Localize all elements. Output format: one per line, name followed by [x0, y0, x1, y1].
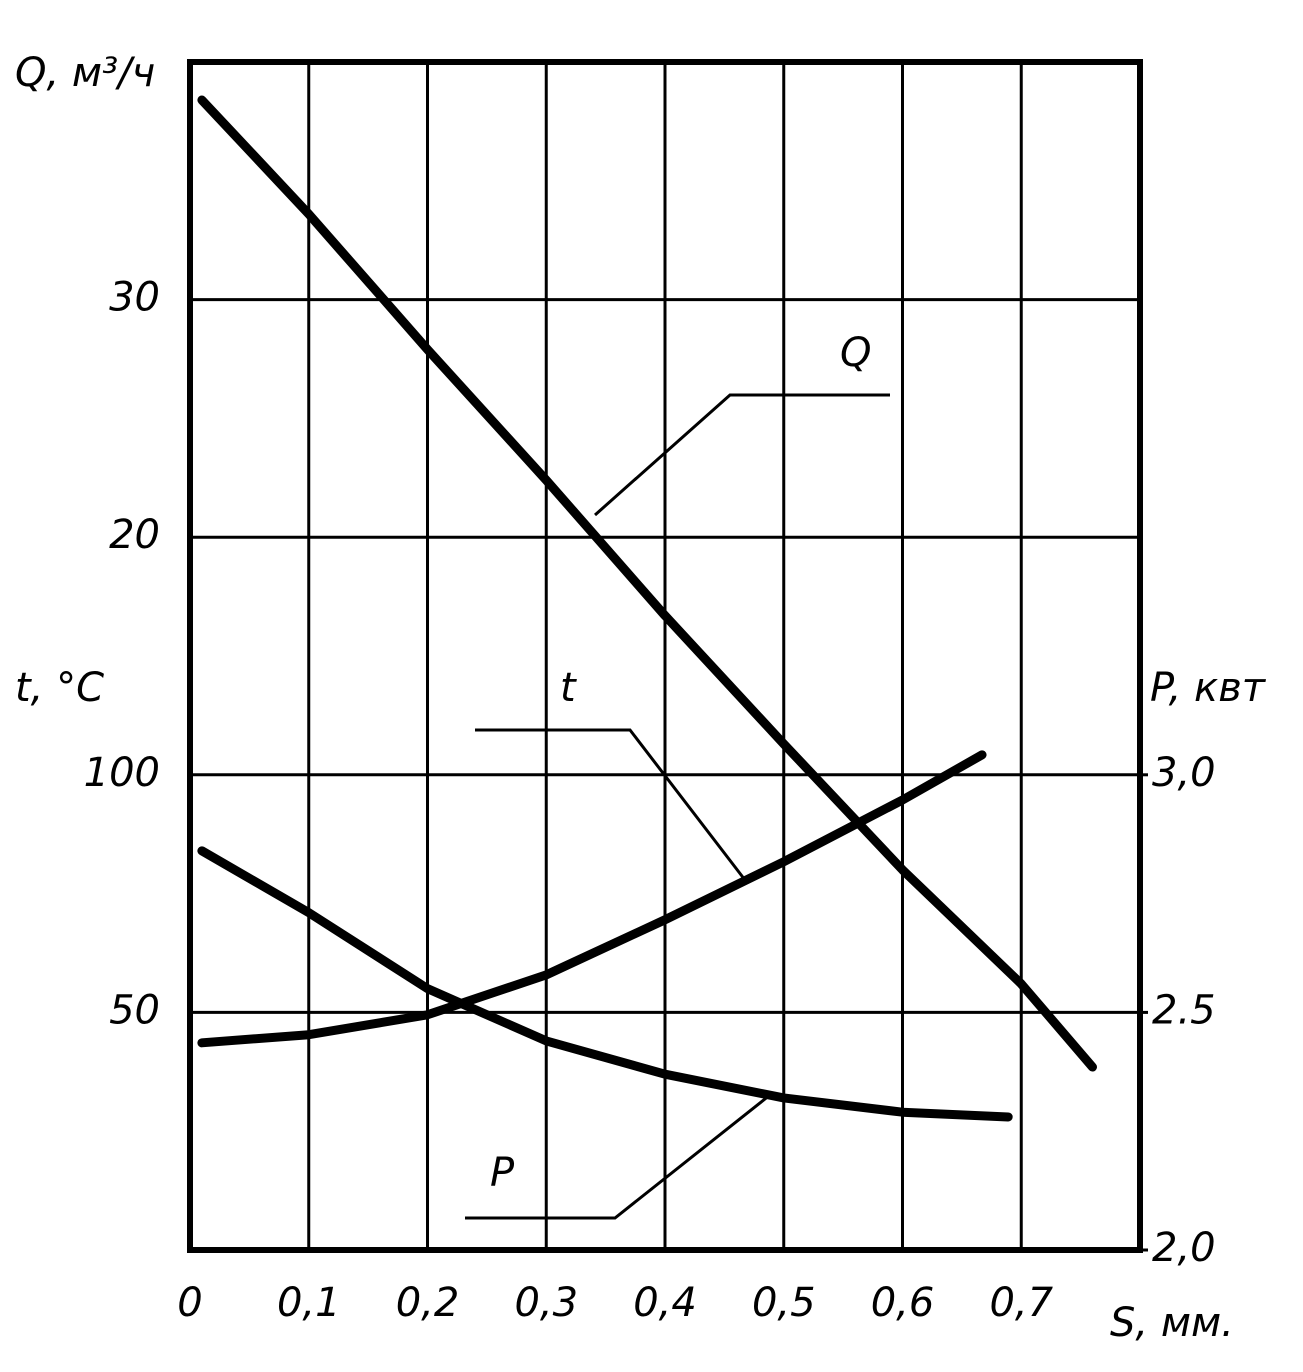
- x-tick-label: 0,6: [871, 1280, 935, 1326]
- y-axis-label: Q, м³/ч: [15, 50, 155, 96]
- y3-tick-label: 2,0: [1152, 1225, 1216, 1271]
- x-tick-label: 0,5: [752, 1280, 816, 1326]
- y2-axis-label: t, °C: [15, 665, 104, 711]
- y3-axis-label: P, квт: [1150, 665, 1267, 711]
- series-line: [197, 846, 1013, 1122]
- curve-label: P: [490, 1150, 515, 1196]
- series-line: [197, 95, 1097, 1072]
- x-tick-label: 0: [177, 1280, 202, 1326]
- y2-tick-label: 100: [84, 750, 160, 796]
- y3-tick-label: 2.5: [1152, 987, 1216, 1033]
- x-axis-label: S, мм.: [1110, 1300, 1234, 1346]
- y-tick-label: 30: [109, 275, 160, 321]
- leader-line: [465, 1093, 771, 1220]
- y2-tick-label: 50: [109, 987, 160, 1033]
- series-line: [197, 750, 987, 1048]
- leader-line: [594, 393, 890, 517]
- x-tick-label: 0,1: [277, 1280, 341, 1326]
- curve-label: Q: [840, 330, 871, 376]
- leader-line: [475, 728, 747, 881]
- y-tick-label: 20: [109, 512, 160, 558]
- x-tick-label: 0,2: [396, 1280, 460, 1326]
- x-tick-label: 0,4: [633, 1280, 697, 1326]
- x-tick-label: 0,7: [989, 1280, 1053, 1326]
- curve-label: t: [560, 665, 577, 711]
- x-tick-label: 0,3: [514, 1280, 578, 1326]
- y3-tick-label: 3,0: [1152, 750, 1216, 796]
